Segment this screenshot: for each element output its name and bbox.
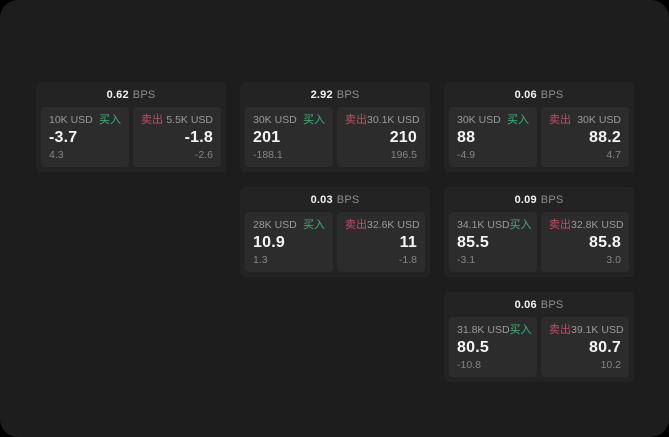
- buy-price-value: 80.5: [457, 339, 489, 356]
- buy-side-label: 买入: [303, 219, 325, 231]
- sell-size-label: 30.1K USD: [367, 114, 420, 126]
- buy-side-label: 买入: [303, 114, 325, 126]
- buy-side-label: 买入: [509, 324, 532, 336]
- buy-size-label: 28K USD: [253, 219, 297, 231]
- buy-sub-value: -3.1: [457, 254, 476, 266]
- sell-side-label: 卖出: [549, 114, 571, 126]
- sell-price-value: 85.8: [589, 234, 621, 251]
- buy-size-label: 30K USD: [457, 114, 501, 126]
- sell-cell[interactable]: 卖出 32.8K USD 85.8 3.0: [541, 212, 629, 272]
- buy-cell[interactable]: 31.8K USD 买入 80.5 -10.8: [449, 317, 537, 377]
- sell-side-label: 卖出: [549, 324, 571, 336]
- card-header: 0.03 BPS: [245, 187, 425, 212]
- bps-value: 0.09: [514, 193, 537, 206]
- buy-price-value: 88: [457, 129, 476, 146]
- quote-card-grid: 0.62 BPS 10K USD 买入 -3.7 4.3 卖出 5.5K USD: [36, 82, 634, 382]
- buy-price-value: 201: [253, 129, 281, 146]
- bps-value: 0.06: [514, 88, 537, 101]
- sell-side-label: 卖出: [549, 219, 571, 231]
- quote-card: 0.09 BPS 34.1K USD 买入 85.5 -3.1 卖出 32.8K…: [444, 187, 634, 277]
- sell-size-label: 30K USD: [577, 114, 621, 126]
- bps-value: 2.92: [310, 88, 333, 101]
- bps-value: 0.62: [106, 88, 129, 101]
- quote-card: 2.92 BPS 30K USD 买入 201 -188.1 卖出 30.1K …: [240, 82, 430, 172]
- buy-size-label: 30K USD: [253, 114, 297, 126]
- buy-price-value: -3.7: [49, 129, 78, 146]
- sell-price-value: 80.7: [589, 339, 621, 356]
- buy-cell[interactable]: 28K USD 买入 10.9 1.3: [245, 212, 333, 272]
- sell-size-label: 39.1K USD: [571, 324, 624, 336]
- card-body: 30K USD 买入 201 -188.1 卖出 30.1K USD 210 1…: [245, 107, 425, 167]
- buy-sub-value: -188.1: [253, 149, 283, 161]
- sell-cell[interactable]: 卖出 30K USD 88.2 4.7: [541, 107, 629, 167]
- card-body: 34.1K USD 买入 85.5 -3.1 卖出 32.8K USD 85.8…: [449, 212, 629, 272]
- buy-price-value: 85.5: [457, 234, 489, 251]
- buy-sub-value: 1.3: [253, 254, 268, 266]
- sell-sub-value: 3.0: [606, 254, 621, 266]
- bps-unit-label: BPS: [336, 88, 360, 101]
- sell-cell[interactable]: 卖出 5.5K USD -1.8 -2.6: [133, 107, 221, 167]
- sell-sub-value: 4.7: [606, 149, 621, 161]
- buy-side-label: 买入: [507, 114, 529, 126]
- buy-cell[interactable]: 34.1K USD 买入 85.5 -3.1: [449, 212, 537, 272]
- buy-sub-value: -4.9: [457, 149, 476, 161]
- bps-value: 0.03: [310, 193, 333, 206]
- sell-cell[interactable]: 卖出 30.1K USD 210 196.5: [337, 107, 425, 167]
- buy-size-label: 10K USD: [49, 114, 93, 126]
- quote-card: 0.62 BPS 10K USD 买入 -3.7 4.3 卖出 5.5K USD: [36, 82, 226, 172]
- sell-side-label: 卖出: [141, 114, 163, 126]
- sell-size-label: 5.5K USD: [166, 114, 213, 126]
- buy-cell[interactable]: 10K USD 买入 -3.7 4.3: [41, 107, 129, 167]
- buy-sub-value: 4.3: [49, 149, 64, 161]
- sell-cell[interactable]: 卖出 39.1K USD 80.7 10.2: [541, 317, 629, 377]
- card-body: 28K USD 买入 10.9 1.3 卖出 32.6K USD 11 -1.8: [245, 212, 425, 272]
- sell-sub-value: -2.6: [194, 149, 213, 161]
- sell-size-label: 32.8K USD: [571, 219, 624, 231]
- buy-size-label: 34.1K USD: [457, 219, 510, 231]
- sell-side-label: 卖出: [345, 219, 367, 231]
- bps-unit-label: BPS: [540, 193, 564, 206]
- sell-sub-value: 10.2: [600, 359, 621, 371]
- sell-price-value: 210: [389, 129, 417, 146]
- sell-sub-value: -1.8: [398, 254, 417, 266]
- buy-sub-value: -10.8: [457, 359, 481, 371]
- card-header: 0.06 BPS: [449, 82, 629, 107]
- card-header: 0.06 BPS: [449, 292, 629, 317]
- card-body: 31.8K USD 买入 80.5 -10.8 卖出 39.1K USD 80.…: [449, 317, 629, 377]
- bps-unit-label: BPS: [540, 88, 564, 101]
- sell-sub-value: 196.5: [390, 149, 417, 161]
- quote-card: 0.03 BPS 28K USD 买入 10.9 1.3 卖出 32.6K US…: [240, 187, 430, 277]
- buy-cell[interactable]: 30K USD 买入 88 -4.9: [449, 107, 537, 167]
- card-header: 0.62 BPS: [41, 82, 221, 107]
- card-body: 10K USD 买入 -3.7 4.3 卖出 5.5K USD -1.8 -2.…: [41, 107, 221, 167]
- bps-unit-label: BPS: [540, 298, 564, 311]
- quote-card: 0.06 BPS 31.8K USD 买入 80.5 -10.8 卖出 39.1…: [444, 292, 634, 382]
- buy-cell[interactable]: 30K USD 买入 201 -188.1: [245, 107, 333, 167]
- sell-price-value: -1.8: [184, 129, 213, 146]
- sell-size-label: 32.6K USD: [367, 219, 420, 231]
- buy-price-value: 10.9: [253, 234, 285, 251]
- card-body: 30K USD 买入 88 -4.9 卖出 30K USD 88.2 4.7: [449, 107, 629, 167]
- buy-side-label: 买入: [509, 219, 532, 231]
- buy-size-label: 31.8K USD: [457, 324, 510, 336]
- bps-unit-label: BPS: [336, 193, 360, 206]
- bps-unit-label: BPS: [132, 88, 156, 101]
- quote-card: 0.06 BPS 30K USD 买入 88 -4.9 卖出 30K USD: [444, 82, 634, 172]
- card-header: 0.09 BPS: [449, 187, 629, 212]
- sell-side-label: 卖出: [345, 114, 367, 126]
- buy-side-label: 买入: [99, 114, 121, 126]
- sell-price-value: 88.2: [589, 129, 621, 146]
- sell-cell[interactable]: 卖出 32.6K USD 11 -1.8: [337, 212, 425, 272]
- card-header: 2.92 BPS: [245, 82, 425, 107]
- sell-price-value: 11: [399, 234, 417, 251]
- bps-value: 0.06: [514, 298, 537, 311]
